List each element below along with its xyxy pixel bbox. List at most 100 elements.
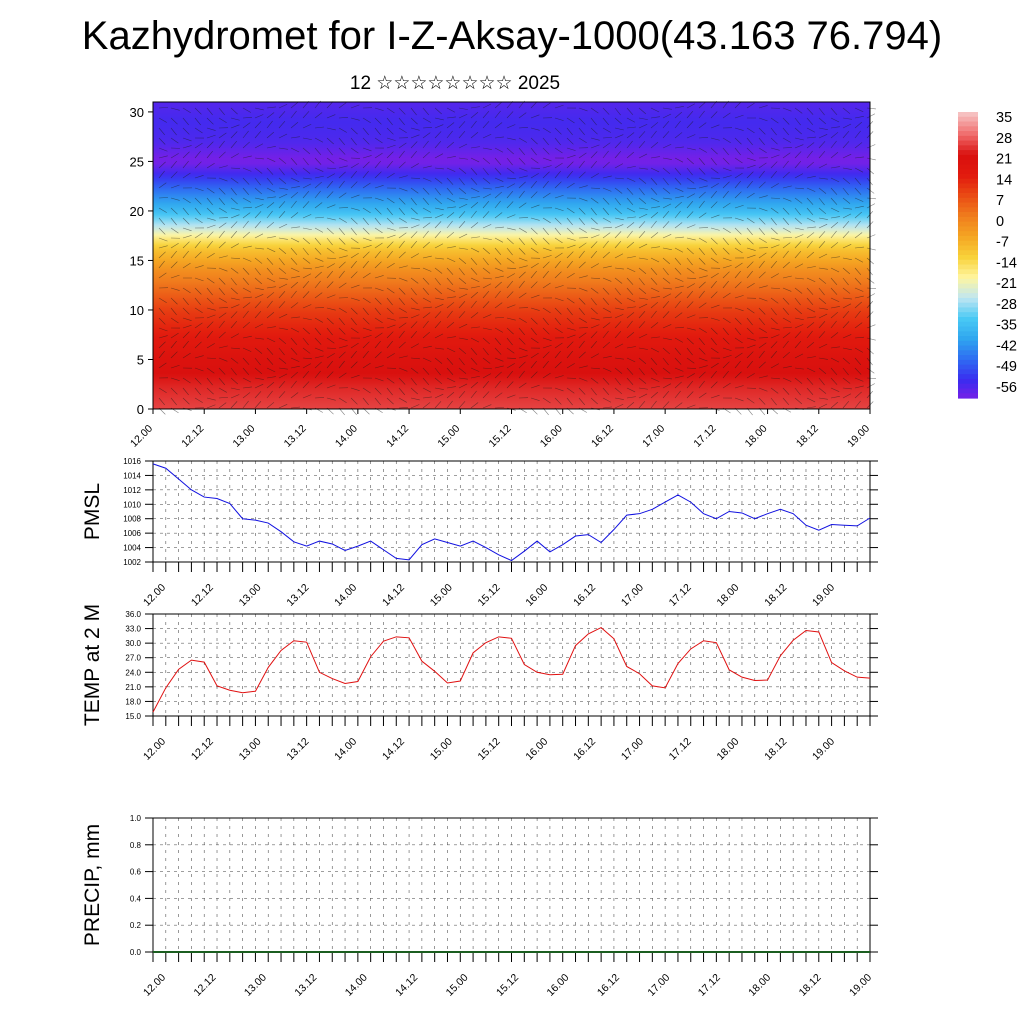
wind-barb (194, 207, 201, 216)
wind-barb (398, 197, 406, 205)
wind-barb (698, 371, 706, 379)
wind-barb (266, 312, 275, 319)
wind-barb (362, 297, 371, 304)
wind-barb (446, 122, 455, 129)
wind-barb (566, 297, 575, 304)
wind-barb (314, 355, 324, 359)
wind-barb (374, 397, 381, 406)
wind-barb (158, 335, 168, 339)
wind-barb (194, 367, 204, 372)
wind-barb (314, 181, 322, 189)
wind-barb (578, 242, 587, 249)
wind-barb (206, 307, 216, 311)
wind-barb (362, 155, 372, 159)
wind-barb (530, 191, 538, 199)
wind-barb (386, 234, 396, 239)
wind-barb (650, 287, 660, 293)
wind-barb (746, 192, 755, 199)
wind-barb (866, 187, 875, 194)
wind-barb (638, 277, 645, 286)
wind-barb (554, 387, 564, 392)
wind-barb (218, 396, 228, 399)
wind-barb (818, 134, 828, 139)
wind-barb (686, 327, 696, 331)
wind-barb (530, 217, 540, 221)
wind-barb (206, 107, 213, 116)
wind-barb (830, 187, 838, 195)
wind-barb (710, 273, 719, 279)
wind-barb (266, 286, 276, 289)
wind-barb (602, 150, 609, 159)
wind-barb (770, 297, 779, 304)
wind-barb (194, 142, 203, 149)
wind-barb (806, 330, 813, 339)
wind-barb (434, 243, 444, 249)
x-tick-label: 14.00 (333, 423, 360, 450)
wind-barb (254, 121, 262, 129)
wind-barb (410, 163, 419, 169)
wind-barb (542, 147, 550, 155)
wind-barb (842, 213, 852, 219)
wind-barb (518, 370, 525, 379)
wind-barb (218, 387, 227, 393)
y-tick-label: 5 (137, 352, 144, 367)
wind-barb (566, 341, 574, 349)
x-tick-label: 17.12 (696, 972, 723, 999)
wind-barb (338, 337, 348, 342)
colorbar-label: 0 (996, 214, 1004, 230)
wind-barb (854, 257, 864, 263)
y-tick-label: 1006 (123, 529, 141, 538)
x-tick-label: 12.12 (179, 423, 206, 450)
wind-barb (374, 152, 383, 159)
x-tick-label: 15.00 (444, 972, 471, 999)
wind-barb (206, 224, 216, 229)
wind-barb (794, 151, 802, 159)
wind-barb (770, 377, 780, 380)
wind-barb (626, 187, 634, 195)
wind-barb (266, 146, 276, 149)
wind-barb (710, 137, 720, 141)
wind-barb (158, 217, 165, 226)
wind-barb (614, 397, 624, 400)
wind-barb (182, 340, 189, 349)
wind-barb (446, 257, 456, 263)
wind-barb (590, 227, 600, 231)
wind-barb (458, 197, 468, 200)
wind-barb (182, 250, 189, 259)
wind-barb (662, 300, 670, 309)
wind-barb (818, 377, 825, 386)
wind-barb (842, 244, 852, 249)
wind-barb (590, 317, 600, 321)
wind-barb (782, 152, 791, 159)
wind-barb (482, 201, 490, 209)
wind-barb (818, 117, 827, 125)
wind-barb (230, 267, 239, 274)
colorbar-segment (958, 350, 978, 356)
wind-barb (638, 333, 648, 339)
wind-barb (782, 217, 790, 226)
wind-barb (470, 210, 477, 219)
wind-barb (710, 381, 718, 389)
wind-barb (290, 247, 298, 255)
wind-barb (818, 387, 827, 394)
wind-barb (170, 117, 178, 125)
wind-barb (434, 197, 442, 205)
x-tick-label: 13.12 (282, 423, 309, 450)
wind-barb (350, 117, 360, 121)
wind-barb (458, 143, 468, 149)
wind-barb (758, 375, 768, 379)
wind-barb (686, 277, 696, 279)
wind-barb (470, 167, 478, 175)
wind-barb (578, 207, 586, 215)
wind-barb (530, 180, 537, 189)
wind-barb (266, 267, 274, 275)
wind-barb (194, 341, 202, 349)
wind-barb (350, 317, 357, 326)
wind-barb (242, 296, 252, 299)
wind-barb (410, 217, 420, 221)
wind-barb (290, 365, 300, 369)
wind-barb (638, 213, 648, 219)
wind-barb (434, 387, 444, 390)
wind-barb (710, 183, 719, 189)
wind-barb (602, 226, 612, 229)
